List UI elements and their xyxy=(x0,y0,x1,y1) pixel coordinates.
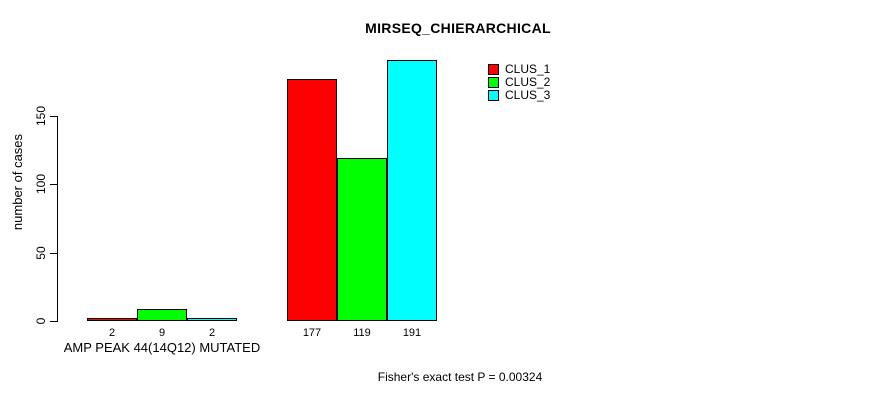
legend-swatch-CLUS_2 xyxy=(488,77,499,88)
legend: CLUS_1 CLUS_2 CLUS_3 xyxy=(488,63,550,102)
chart-title: MIRSEQ_CHIERARCHICAL xyxy=(365,20,551,36)
bar-CLUS_3-group1 xyxy=(187,318,237,321)
legend-swatch-CLUS_3 xyxy=(488,90,499,101)
y-tick xyxy=(50,321,57,322)
y-axis-line xyxy=(57,116,58,322)
bar-value-label: 9 xyxy=(158,327,166,339)
legend-label: CLUS_2 xyxy=(505,75,551,89)
bar-value-label: 119 xyxy=(353,327,371,339)
bar-value-label: 177 xyxy=(302,327,322,339)
y-tick xyxy=(50,253,57,254)
x-group-label: AMP PEAK 44(14Q12) MUTATED xyxy=(63,340,261,355)
legend-label: CLUS_3 xyxy=(505,88,551,102)
legend-label: CLUS_1 xyxy=(505,62,551,76)
legend-item-CLUS_3: CLUS_3 xyxy=(488,89,550,102)
bar-CLUS_2-group1 xyxy=(137,309,187,321)
y-tick xyxy=(50,116,57,117)
legend-swatch-CLUS_1 xyxy=(488,64,499,75)
bar-CLUS_2-group2 xyxy=(337,158,387,321)
legend-item-CLUS_1: CLUS_1 xyxy=(488,63,550,76)
bar-value-label: 2 xyxy=(108,327,116,339)
pvalue-annotation: Fisher's exact test P = 0.00324 xyxy=(377,370,543,384)
y-tick-label: 0 xyxy=(34,317,48,325)
bar-value-label: 2 xyxy=(208,327,216,339)
bar-CLUS_1-group2 xyxy=(287,79,337,321)
y-tick xyxy=(50,184,57,185)
bar-value-label: 191 xyxy=(402,327,422,339)
y-tick-label: 150 xyxy=(34,105,48,127)
y-tick-label: 50 xyxy=(34,246,48,260)
y-axis-label: number of cases xyxy=(10,133,25,231)
bar-CLUS_3-group2 xyxy=(387,60,437,321)
bar-CLUS_1-group1 xyxy=(87,318,137,321)
legend-item-CLUS_2: CLUS_2 xyxy=(488,76,550,89)
y-tick-label: 100 xyxy=(34,173,48,195)
